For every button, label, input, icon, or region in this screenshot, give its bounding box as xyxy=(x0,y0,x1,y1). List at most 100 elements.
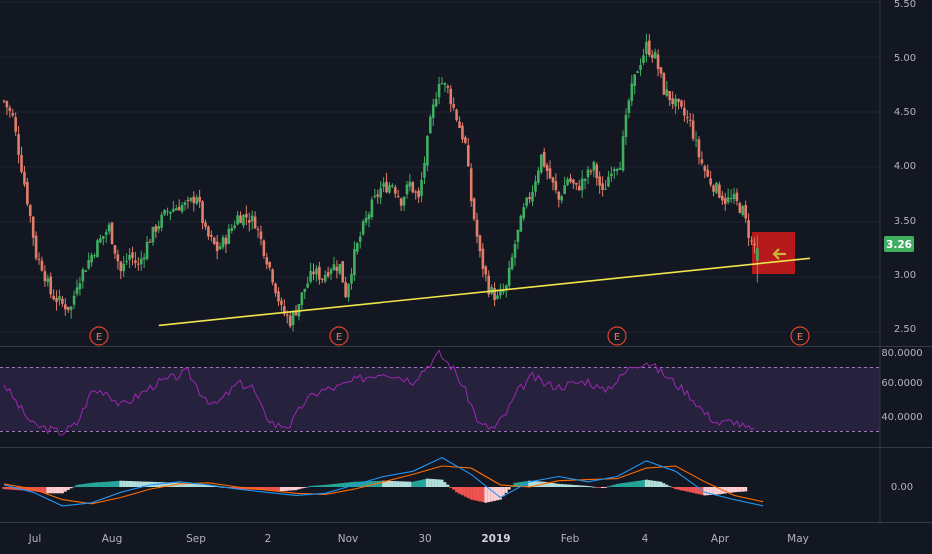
time-tick-label: Sep xyxy=(186,533,206,545)
candle-body xyxy=(122,263,126,272)
candle-body xyxy=(137,263,140,265)
histogram-bar xyxy=(560,484,564,487)
price-candle xyxy=(8,105,12,118)
histogram-bar xyxy=(577,485,581,487)
price-candle xyxy=(729,189,733,203)
histogram-bar xyxy=(60,487,64,494)
candle-body xyxy=(423,162,426,178)
candle-body xyxy=(23,171,26,185)
candle-body xyxy=(110,222,114,245)
price-axis[interactable]: 5.50 5.00 4.50 4.00 3.50 3.00 2.50 xyxy=(879,0,916,346)
candle-body xyxy=(411,181,415,193)
histogram-bar xyxy=(297,487,301,490)
candle-body xyxy=(566,179,569,185)
price-candle xyxy=(23,165,26,188)
histogram-bar xyxy=(504,487,508,493)
candle-body xyxy=(484,266,488,275)
histogram-bar xyxy=(130,481,134,487)
price-candle xyxy=(300,292,304,310)
candle-body xyxy=(563,185,566,195)
histogram-bar xyxy=(317,485,321,487)
candle-body xyxy=(694,139,698,141)
histogram-bar xyxy=(95,482,99,487)
histogram-bar xyxy=(422,479,426,487)
candle-body xyxy=(379,188,382,198)
candle-body xyxy=(487,275,491,295)
histogram-bar xyxy=(49,487,53,494)
price-candle xyxy=(726,188,730,205)
price-candle xyxy=(700,151,704,166)
histogram-bar xyxy=(66,487,70,490)
candle-body xyxy=(429,116,432,134)
price-candle xyxy=(718,181,721,199)
earnings-marker[interactable]: E xyxy=(329,326,349,346)
price-candle xyxy=(43,265,47,287)
price-candle xyxy=(31,216,35,246)
histogram-bar xyxy=(545,482,549,487)
price-candle xyxy=(721,191,724,205)
candle-body xyxy=(163,209,166,215)
macd-lines[interactable] xyxy=(3,456,764,507)
candle-body xyxy=(747,220,750,238)
candle-body xyxy=(735,192,739,202)
price-candles[interactable] xyxy=(2,33,759,332)
price-candle xyxy=(534,175,537,197)
price-candle xyxy=(642,48,645,66)
candle-body xyxy=(610,173,613,177)
price-candle xyxy=(601,176,604,197)
histogram-bar xyxy=(586,485,590,487)
earnings-marker[interactable]: E xyxy=(607,326,627,346)
candle-body xyxy=(388,185,391,193)
candle-body xyxy=(595,164,599,179)
histogram-bar xyxy=(592,486,596,488)
candle-body xyxy=(78,283,82,290)
price-candle xyxy=(598,171,601,194)
price-candle xyxy=(405,180,409,199)
candle-body xyxy=(507,267,511,286)
earnings-marker[interactable]: E xyxy=(89,326,109,346)
histogram-bar xyxy=(233,487,237,489)
histogram-bar xyxy=(449,487,453,488)
candle-body xyxy=(417,190,420,198)
price-candle xyxy=(615,167,619,176)
candle-body xyxy=(265,257,269,265)
price-candle xyxy=(177,199,181,211)
rsi-axis[interactable]: 80.0000 60.0000 40.0000 xyxy=(879,346,923,447)
macd-axis[interactable]: 0.00 xyxy=(879,447,913,522)
price-candle xyxy=(391,183,394,189)
price-candle xyxy=(116,249,120,270)
histogram-bar xyxy=(598,487,602,488)
price-candle xyxy=(61,295,64,307)
time-tick-label: 2 xyxy=(265,533,272,545)
candle-body xyxy=(688,119,692,121)
histogram-bar xyxy=(668,486,672,487)
histogram-bar xyxy=(160,482,164,487)
histogram-bar xyxy=(203,484,207,487)
earnings-marker[interactable]: E xyxy=(790,326,810,346)
histogram-bar xyxy=(440,479,444,487)
candle-body xyxy=(586,169,590,178)
histogram-bar xyxy=(525,481,529,487)
histogram-bar xyxy=(568,484,572,487)
histogram-bar xyxy=(323,484,327,487)
candle-body xyxy=(554,181,558,191)
time-axis[interactable]: Jul Aug Sep 2 Nov 30 2019 Feb 4 Apr May xyxy=(28,533,809,545)
candle-body xyxy=(469,168,473,202)
candle-body xyxy=(364,217,368,223)
histogram-bar xyxy=(443,482,447,487)
candle-body xyxy=(2,100,6,102)
rsi-line[interactable] xyxy=(3,349,755,436)
price-candle xyxy=(49,272,53,299)
histogram-bar xyxy=(428,478,432,487)
price-candle xyxy=(563,176,566,195)
svg-text:E: E xyxy=(336,332,342,343)
price-candle xyxy=(259,225,263,246)
histogram-bar xyxy=(682,487,686,491)
candle-body xyxy=(426,135,429,166)
trendline[interactable] xyxy=(158,257,811,327)
candle-body xyxy=(662,73,666,95)
price-candle xyxy=(180,201,184,214)
candle-body xyxy=(154,226,158,232)
candle-body xyxy=(604,188,607,190)
price-candle xyxy=(680,99,683,109)
